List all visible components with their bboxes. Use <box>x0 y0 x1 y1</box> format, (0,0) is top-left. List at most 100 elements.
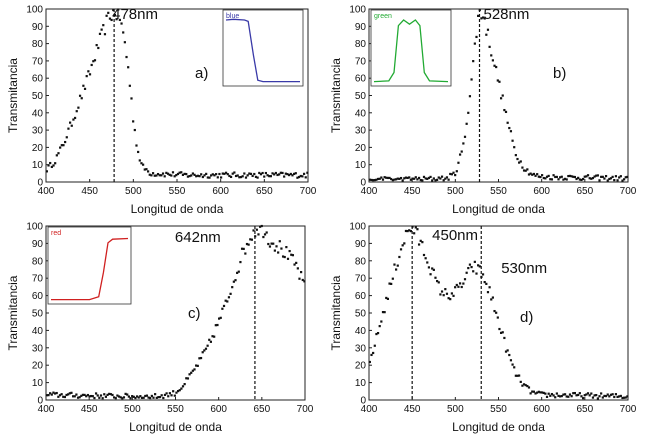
data-point <box>470 265 473 269</box>
data-point <box>611 175 614 178</box>
data-point <box>455 170 458 173</box>
data-point <box>563 177 567 180</box>
data-point <box>286 257 290 260</box>
data-point <box>403 242 406 245</box>
y-tick-label: 90 <box>32 22 44 33</box>
data-point <box>380 320 383 323</box>
data-point <box>424 257 427 260</box>
data-point <box>518 374 521 377</box>
data-point <box>276 173 279 177</box>
inset-frame <box>222 9 304 87</box>
data-point <box>135 144 138 147</box>
data-point <box>154 393 157 396</box>
data-point <box>47 164 50 167</box>
data-point <box>531 173 534 176</box>
data-point <box>47 394 50 397</box>
data-point <box>370 178 373 182</box>
data-point <box>511 363 514 366</box>
data-point <box>450 173 453 176</box>
data-point <box>554 396 557 399</box>
y-tick-label: 100 <box>349 222 366 233</box>
data-point <box>245 242 249 246</box>
data-point <box>503 108 506 112</box>
y-tick-label: 10 <box>32 160 44 171</box>
y-tick-label: 10 <box>32 378 44 389</box>
data-point <box>83 393 86 397</box>
data-point <box>195 364 198 367</box>
data-point <box>426 177 429 180</box>
data-point <box>143 168 146 171</box>
data-point <box>493 309 496 313</box>
data-point <box>278 240 281 243</box>
data-point <box>163 175 166 178</box>
data-point <box>271 172 274 175</box>
data-point <box>542 176 545 180</box>
data-point <box>421 179 424 182</box>
data-point <box>87 70 90 73</box>
data-point <box>296 176 299 179</box>
data-point <box>591 396 595 399</box>
data-point <box>468 95 472 98</box>
data-point <box>246 174 249 177</box>
data-point <box>281 255 285 258</box>
data-point <box>135 395 139 398</box>
data-point <box>583 175 586 178</box>
data-point <box>572 392 575 395</box>
data-point <box>224 299 227 302</box>
data-point <box>591 176 595 180</box>
x-tick-label: 700 <box>297 404 314 415</box>
inset-chart: green <box>370 9 452 87</box>
y-tick-label: 60 <box>355 291 367 302</box>
data-point <box>626 395 629 398</box>
data-point <box>104 395 108 398</box>
y-tick-label: 70 <box>32 56 44 67</box>
data-point <box>99 394 103 397</box>
data-point <box>491 296 494 299</box>
panel-letter: d) <box>520 309 533 326</box>
data-point <box>514 374 517 377</box>
data-point <box>283 255 286 259</box>
data-point <box>163 393 167 396</box>
data-point <box>509 130 513 133</box>
data-point <box>263 233 267 236</box>
x-tick-label: 450 <box>81 404 98 415</box>
data-point <box>475 272 478 275</box>
data-point <box>90 394 93 398</box>
data-point <box>140 162 143 165</box>
data-point <box>522 169 526 172</box>
data-point <box>422 253 426 257</box>
data-point <box>153 174 156 177</box>
data-point <box>301 175 304 178</box>
data-point <box>161 172 165 175</box>
y-tick-label: 90 <box>355 239 367 250</box>
data-point <box>491 59 494 62</box>
data-point <box>188 175 191 178</box>
data-point <box>467 111 470 114</box>
data-point <box>585 175 588 178</box>
y-tick-label: 10 <box>355 160 367 171</box>
data-point <box>549 394 552 397</box>
data-point <box>467 266 470 270</box>
y-tick-label: 40 <box>32 326 44 337</box>
data-point <box>173 175 176 178</box>
data-point <box>139 395 142 398</box>
data-point <box>80 97 83 100</box>
data-point <box>171 171 175 174</box>
data-point <box>50 393 53 396</box>
x-tick-label: 600 <box>212 186 229 197</box>
data-point <box>252 229 255 232</box>
data-point <box>109 393 112 396</box>
data-point <box>414 226 417 229</box>
data-point <box>106 393 109 396</box>
data-point <box>399 248 403 251</box>
data-point <box>170 394 173 397</box>
data-point <box>277 251 280 254</box>
data-point <box>514 154 517 157</box>
y-axis-title: Transmitancia <box>6 275 20 350</box>
data-point <box>185 172 188 176</box>
data-point <box>458 282 462 285</box>
data-point <box>542 391 545 395</box>
data-point <box>127 66 130 69</box>
data-point <box>134 396 137 400</box>
data-point <box>295 261 298 264</box>
